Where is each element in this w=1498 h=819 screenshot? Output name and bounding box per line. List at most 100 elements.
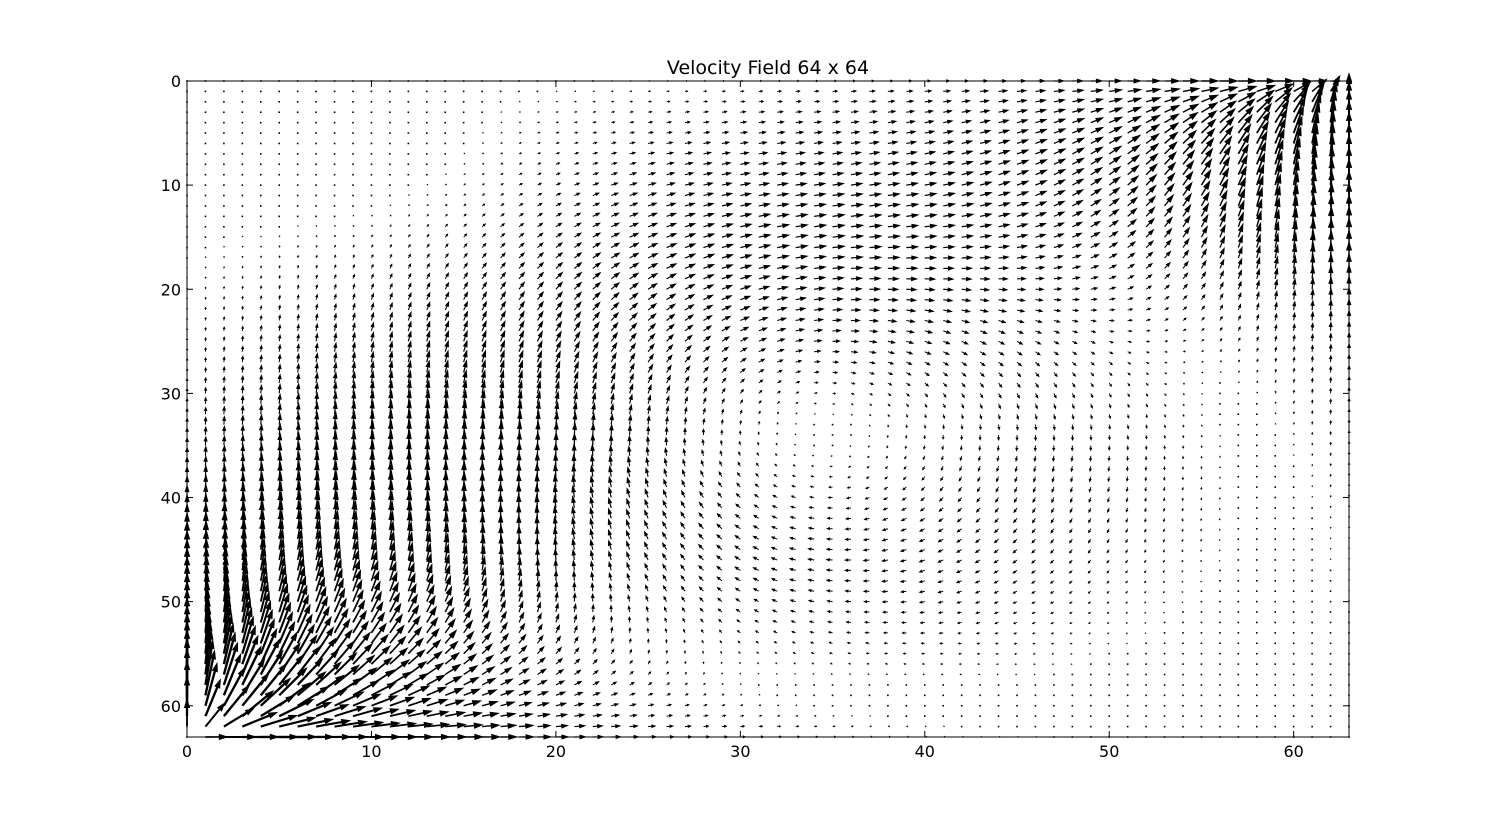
- velocity-arrow: [663, 457, 668, 467]
- velocity-arrow: [718, 618, 723, 623]
- velocity-arrow: [1200, 109, 1218, 124]
- velocity-arrow: [850, 434, 852, 436]
- velocity-arrow: [943, 192, 957, 197]
- velocity-arrow: [370, 142, 373, 145]
- velocity-arrow: [1256, 120, 1269, 144]
- velocity-arrow: [666, 374, 672, 384]
- velocity-arrow: [295, 431, 301, 446]
- velocity-arrow: [1291, 254, 1297, 269]
- velocity-arrow: [1071, 704, 1074, 707]
- velocity-arrow: [407, 263, 412, 269]
- velocity-arrow: [608, 444, 614, 456]
- velocity-arrow: [777, 140, 787, 145]
- velocity-arrow: [832, 275, 845, 281]
- velocity-arrow: [481, 677, 497, 686]
- velocity-arrow: [481, 90, 483, 93]
- velocity-arrow: [924, 244, 938, 250]
- velocity-arrow: [1087, 590, 1092, 594]
- velocity-arrow: [370, 656, 393, 676]
- velocity-arrow: [644, 488, 649, 498]
- velocity-arrow: [259, 581, 269, 613]
- velocity-arrow: [444, 213, 448, 217]
- velocity-arrow: [831, 444, 834, 447]
- velocity-arrow: [703, 325, 713, 332]
- velocity-arrow: [1310, 377, 1314, 384]
- velocity-arrow: [574, 162, 580, 166]
- velocity-arrow: [407, 243, 411, 248]
- velocity-arrow: [278, 630, 298, 665]
- velocity-arrow: [315, 163, 317, 166]
- velocity-arrow: [1182, 214, 1191, 228]
- velocity-arrow: [1035, 88, 1047, 94]
- velocity-arrow: [995, 497, 999, 503]
- velocity-arrow: [481, 665, 496, 676]
- velocity-arrow: [1201, 282, 1206, 290]
- velocity-arrow: [555, 212, 563, 217]
- velocity-arrow: [906, 244, 920, 250]
- velocity-arrow: [481, 598, 489, 613]
- velocity-arrow: [684, 89, 689, 93]
- velocity-arrow: [573, 613, 578, 623]
- velocity-arrow: [221, 510, 228, 529]
- velocity-arrow: [975, 611, 981, 615]
- velocity-arrow: [1072, 157, 1086, 165]
- velocity-arrow: [1072, 319, 1079, 323]
- velocity-arrow: [573, 271, 583, 280]
- velocity-arrow: [1328, 298, 1334, 311]
- velocity-arrow: [719, 439, 724, 446]
- velocity-arrow: [592, 162, 599, 166]
- velocity-arrow: [241, 265, 244, 269]
- velocity-arrow: [1328, 170, 1335, 196]
- velocity-arrow: [314, 361, 319, 373]
- velocity-arrow: [869, 361, 876, 365]
- velocity-arrow: [777, 120, 785, 125]
- velocity-arrow: [370, 622, 388, 644]
- velocity-arrow: [663, 467, 668, 477]
- y-tick-label: 20: [161, 280, 181, 299]
- velocity-arrow: [832, 318, 843, 323]
- velocity-arrow: [850, 714, 853, 717]
- velocity-arrow: [716, 586, 723, 592]
- velocity-arrow: [1145, 184, 1157, 196]
- velocity-arrow: [1162, 497, 1166, 502]
- velocity-arrow: [684, 714, 691, 718]
- velocity-arrow: [555, 646, 563, 655]
- velocity-arrow: [222, 355, 226, 363]
- velocity-arrow: [703, 182, 714, 187]
- velocity-arrow: [1256, 369, 1259, 373]
- velocity-arrow: [497, 513, 504, 529]
- velocity-arrow: [1013, 642, 1018, 645]
- velocity-arrow: [296, 342, 301, 352]
- velocity-arrow: [887, 181, 901, 187]
- velocity-arrow: [1255, 244, 1261, 259]
- velocity-arrow: [684, 120, 691, 124]
- velocity-arrow: [222, 613, 234, 654]
- velocity-arrow: [479, 533, 486, 550]
- velocity-arrow: [314, 401, 320, 415]
- velocity-arrow: [1292, 345, 1296, 352]
- velocity-arrow: [202, 501, 209, 519]
- velocity-arrow: [535, 410, 541, 425]
- velocity-arrow: [1219, 694, 1221, 697]
- velocity-arrow: [518, 242, 525, 248]
- velocity-arrow: [850, 725, 854, 728]
- velocity-arrow: [552, 515, 558, 529]
- velocity-arrow: [204, 336, 207, 342]
- velocity-arrow: [1218, 455, 1222, 458]
- velocity-arrow: [1200, 190, 1210, 207]
- velocity-arrow: [740, 264, 753, 270]
- velocity-arrow: [770, 578, 778, 582]
- velocity-arrow: [388, 379, 394, 394]
- velocity-arrow: [1237, 314, 1241, 321]
- velocity-arrow: [629, 670, 634, 675]
- velocity-arrow: [481, 152, 485, 155]
- velocity-arrow: [647, 394, 652, 404]
- velocity-arrow: [1035, 382, 1039, 389]
- velocity-arrow: [536, 339, 543, 352]
- velocity-arrow: [461, 501, 467, 519]
- velocity-arrow: [814, 99, 821, 104]
- velocity-arrow: [869, 371, 875, 375]
- velocity-arrow: [1310, 265, 1316, 279]
- velocity-arrow: [537, 271, 545, 280]
- velocity-arrow: [352, 589, 364, 613]
